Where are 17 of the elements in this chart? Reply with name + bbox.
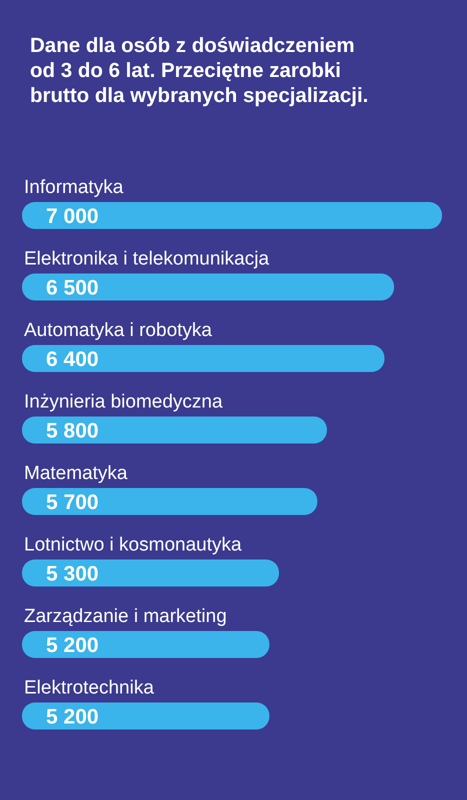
data-label: 5 800 <box>46 420 99 442</box>
y-tick-label: Informatyka <box>24 177 124 198</box>
data-label: 5 200 <box>46 634 99 657</box>
y-tick-label: Elektrotechnika <box>24 678 154 698</box>
data-label: 5 200 <box>46 706 99 728</box>
y-tick-label: Zarządzanie i marketing <box>24 606 227 627</box>
data-label: 6 500 <box>46 276 99 300</box>
data-label: 7 000 <box>46 205 99 228</box>
y-tick-label: Inżynieria biomedyczna <box>24 392 223 412</box>
y-tick-label: Matematyka <box>24 463 128 484</box>
data-label: 5 700 <box>46 491 99 514</box>
y-tick-label: Lotnictwo i kosmonautyka <box>24 534 242 556</box>
data-label: 6 400 <box>46 348 99 371</box>
y-tick-label: Automatyka i robotyka <box>24 320 212 341</box>
y-tick-label: Elektronika i telekomunikacja <box>24 248 270 270</box>
data-label: 5 300 <box>46 562 99 586</box>
chart-title: Dane dla osób z doświadczeniem od 3 do 6 lat. Przeciętne zarobki brutto dla wybranych specjalizacji. <box>30 34 368 107</box>
